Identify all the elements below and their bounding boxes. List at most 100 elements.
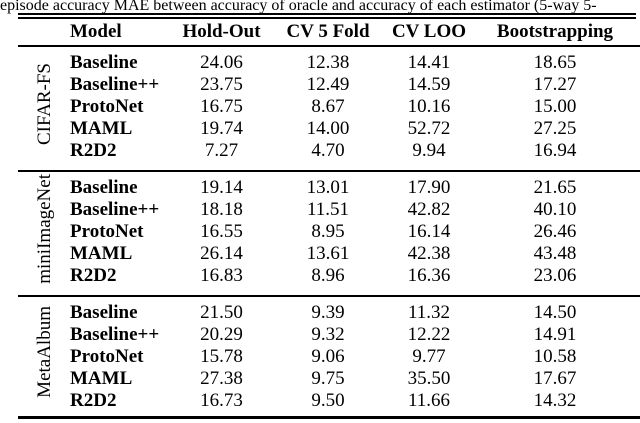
value-cell: 10.16 [407, 96, 451, 117]
table-header: Model Hold-Out CV 5 Fold CV LOO Bootstra… [18, 19, 640, 47]
model-cell: Baseline [70, 302, 138, 323]
value-cell: 9.77 [412, 346, 446, 367]
dataset-label-cell: CIFAR-FS [18, 46, 70, 171]
value-cell: 42.82 [407, 199, 451, 220]
value-cell: 15.78 [200, 346, 243, 367]
table-row: MAML 27.38 9.75 35.50 17.67 [18, 368, 640, 390]
column-header-model: Model [70, 19, 175, 47]
table-row: R2D2 16.73 9.50 11.66 14.32 [18, 390, 640, 418]
value-cell: 9.75 [311, 368, 345, 389]
value-cell: 23.06 [533, 265, 577, 286]
table-row: MAML 26.14 13.61 42.38 43.48 [18, 243, 640, 265]
value-cell: 14.59 [407, 74, 451, 95]
table-row: miniImageNet Baseline 19.14 13.01 17.90 21.65 [18, 171, 640, 284]
value-cell: 16.75 [200, 96, 243, 117]
value-cell: 23.75 [200, 74, 243, 95]
dataset-label: miniImageNet [33, 174, 55, 284]
column-header-bootstrapping: Bootstrapping [470, 19, 640, 47]
value-cell: 10.58 [533, 346, 577, 367]
value-cell: 9.94 [412, 140, 446, 161]
value-cell: 14.41 [407, 52, 451, 73]
value-cell: 21.50 [200, 302, 243, 323]
value-cell: 42.38 [407, 243, 451, 264]
table-row: ProtoNet 16.55 8.95 16.14 26.46 [18, 221, 640, 243]
model-cell: ProtoNet [70, 96, 144, 117]
group-miniimagenet: miniImageNet Baseline 19.14 13.01 17.90 21.65… [18, 171, 640, 296]
results-table: Model Hold-Out CV 5 Fold CV LOO Bootstra… [18, 19, 640, 419]
header-row: Model Hold-Out CV 5 Fold CV LOO Bootstra… [18, 19, 640, 47]
value-cell: 12.49 [306, 74, 350, 95]
value-cell: 19.74 [200, 118, 243, 139]
value-cell: 13.01 [306, 177, 350, 198]
table-row: MetaAlbum Baseline 21.50 9.39 11.32 14.50 [18, 296, 640, 398]
dataset-label: CIFAR-FS [33, 62, 55, 145]
value-cell: 24.06 [200, 52, 243, 73]
table-row: R2D2 16.83 8.96 16.36 23.06 [18, 265, 640, 296]
table-row: Baseline++ 18.18 11.51 42.82 40.10 [18, 199, 640, 221]
value-cell: 8.95 [311, 221, 345, 242]
value-cell: 18.65 [533, 52, 577, 73]
value-cell: 43.48 [533, 243, 577, 264]
table-row: Baseline++ 23.75 12.49 14.59 17.27 [18, 74, 640, 96]
model-cell: Baseline++ [70, 74, 160, 95]
value-cell: 9.39 [311, 302, 345, 323]
model-cell: R2D2 [70, 265, 117, 286]
table-top-double-rule [18, 13, 636, 19]
model-cell: Baseline [70, 177, 138, 198]
model-cell: Baseline++ [70, 324, 160, 345]
value-cell: 16.94 [533, 140, 577, 161]
value-cell: 17.67 [533, 368, 577, 389]
column-header-cvloo: CV LOO [388, 19, 470, 47]
value-cell: 35.50 [407, 368, 451, 389]
value-cell: 26.46 [533, 221, 577, 242]
dataset-label-cell: miniImageNet [18, 171, 70, 296]
value-cell: 27.25 [533, 118, 577, 139]
value-cell: 8.67 [311, 96, 345, 117]
value-cell: 9.32 [311, 324, 345, 345]
table-row: Baseline++ 20.29 9.32 12.22 14.91 [18, 324, 640, 346]
value-cell: 17.27 [533, 74, 577, 95]
value-cell: 14.50 [533, 302, 577, 323]
model-cell: R2D2 [70, 140, 117, 161]
dataset-label: MetaAlbum [33, 306, 55, 398]
value-cell: 14.91 [533, 324, 577, 345]
table-row: ProtoNet 16.75 8.67 10.16 15.00 [18, 96, 640, 118]
value-cell: 11.51 [306, 199, 350, 220]
value-cell: 17.90 [407, 177, 451, 198]
value-cell: 4.70 [311, 140, 345, 161]
value-cell: 19.14 [200, 177, 243, 198]
value-cell: 16.14 [407, 221, 451, 242]
value-cell: 16.36 [407, 265, 451, 286]
value-cell: 18.18 [200, 199, 243, 220]
value-cell: 15.00 [533, 96, 577, 117]
model-cell: MAML [70, 118, 133, 139]
value-cell: 14.32 [533, 390, 577, 411]
table-row: ProtoNet 15.78 9.06 9.77 10.58 [18, 346, 640, 368]
value-cell: 13.61 [306, 243, 350, 264]
model-cell: R2D2 [70, 390, 117, 411]
value-cell: 14.00 [306, 118, 350, 139]
dataset-column-header [18, 19, 70, 47]
model-cell: Baseline [70, 52, 138, 73]
table-caption: episode accuracy MAE between accuracy of… [0, 0, 597, 14]
model-cell: MAML [70, 243, 133, 264]
value-cell: 11.66 [407, 390, 451, 411]
value-cell: 12.22 [407, 324, 451, 345]
model-cell: ProtoNet [70, 221, 144, 242]
value-cell: 9.50 [311, 390, 345, 411]
value-cell: 16.73 [200, 390, 243, 411]
group-metaalbum: MetaAlbum Baseline 21.50 9.39 11.32 14.50 Base… [18, 296, 640, 418]
value-cell: 52.72 [407, 118, 451, 139]
value-cell: 11.32 [407, 302, 451, 323]
model-cell: Baseline++ [70, 199, 160, 220]
value-cell: 7.27 [204, 140, 239, 161]
model-cell: MAML [70, 368, 133, 389]
column-header-holdout: Hold-Out [175, 19, 268, 47]
value-cell: 26.14 [200, 243, 243, 264]
model-cell: ProtoNet [70, 346, 144, 367]
dataset-label-cell: MetaAlbum [18, 296, 70, 418]
value-cell: 40.10 [533, 199, 577, 220]
value-cell: 12.38 [306, 52, 350, 73]
value-cell: 8.96 [311, 265, 345, 286]
